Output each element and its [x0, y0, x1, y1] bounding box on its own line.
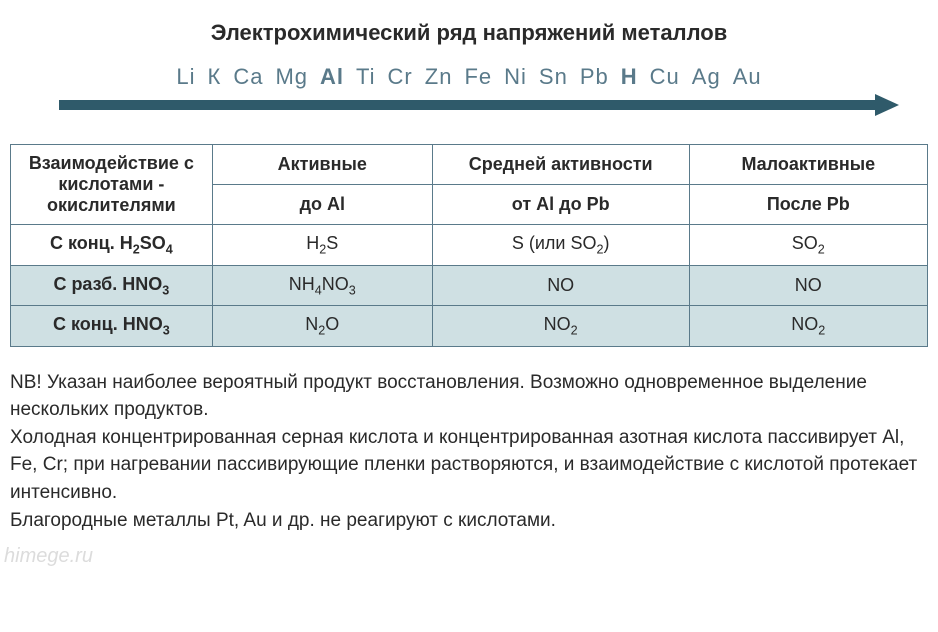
series-element: Ca	[233, 64, 263, 90]
header-interactions: Взаимодействие с кислотами - окислителям…	[11, 145, 213, 225]
header-active: Активные	[212, 145, 432, 185]
series-element: Cr	[388, 64, 413, 90]
note-line: Холодная концентрированная серная кислот…	[10, 424, 928, 507]
series-element: Ni	[504, 64, 527, 90]
header-medium: Средней активности	[432, 145, 689, 185]
series-element: Ag	[692, 64, 721, 90]
table-header-row-1: Взаимодействие с кислотами - окислителям…	[11, 145, 928, 185]
cell-value: NO	[432, 265, 689, 306]
series-element: Ti	[356, 64, 376, 90]
series-element: Pb	[580, 64, 609, 90]
series-element: Zn	[425, 64, 453, 90]
series-element: Al	[320, 64, 344, 90]
table-row: С конц. H2SO4H2SS (или SO2)SO2	[11, 225, 928, 266]
series-element: Cu	[650, 64, 680, 90]
series-element: Mg	[275, 64, 308, 90]
row-label: С разб. HNO3	[11, 265, 213, 306]
cell-value: NO	[689, 265, 927, 306]
header-before-al: до Al	[212, 185, 432, 225]
series-element: Sn	[539, 64, 568, 90]
header-after-pb: После Pb	[689, 185, 927, 225]
cell-value: NH4NO3	[212, 265, 432, 306]
table-row: С конц. HNO3N2ONO2NO2	[11, 306, 928, 347]
row-label: С конц. H2SO4	[11, 225, 213, 266]
header-al-to-pb: от Al до Pb	[432, 185, 689, 225]
note-line: NB! Указан наиболее вероятный продукт во…	[10, 369, 928, 424]
cell-value: NO2	[432, 306, 689, 347]
activity-arrow	[39, 96, 899, 114]
reaction-table: Взаимодействие с кислотами - окислителям…	[10, 144, 928, 347]
cell-value: N2O	[212, 306, 432, 347]
cell-value: SO2	[689, 225, 927, 266]
series-element: Li	[176, 64, 195, 90]
page-title: Электрохимический ряд напряжений металло…	[10, 20, 928, 46]
activity-series: Li К Ca Mg Al Ti Cr Zn Fe Ni Sn Pb H Cu Ag Au	[10, 64, 928, 90]
series-element: Au	[733, 64, 762, 90]
table-row: С разб. HNO3NH4NO3NONO	[11, 265, 928, 306]
cell-value: NO2	[689, 306, 927, 347]
row-label: С конц. HNO3	[11, 306, 213, 347]
cell-value: H2S	[212, 225, 432, 266]
arrow-bar	[59, 100, 877, 110]
arrow-head-icon	[875, 94, 899, 116]
series-element: Fe	[464, 64, 492, 90]
notes-block: NB! Указан наиболее вероятный продукт во…	[10, 369, 928, 534]
series-element: H	[621, 64, 638, 90]
watermark-text: himege.ru	[4, 545, 93, 568]
note-line: Благородные металлы Pt, Au и др. не реаг…	[10, 507, 928, 535]
header-low: Малоактивные	[689, 145, 927, 185]
series-element: К	[208, 64, 222, 90]
cell-value: S (или SO2)	[432, 225, 689, 266]
